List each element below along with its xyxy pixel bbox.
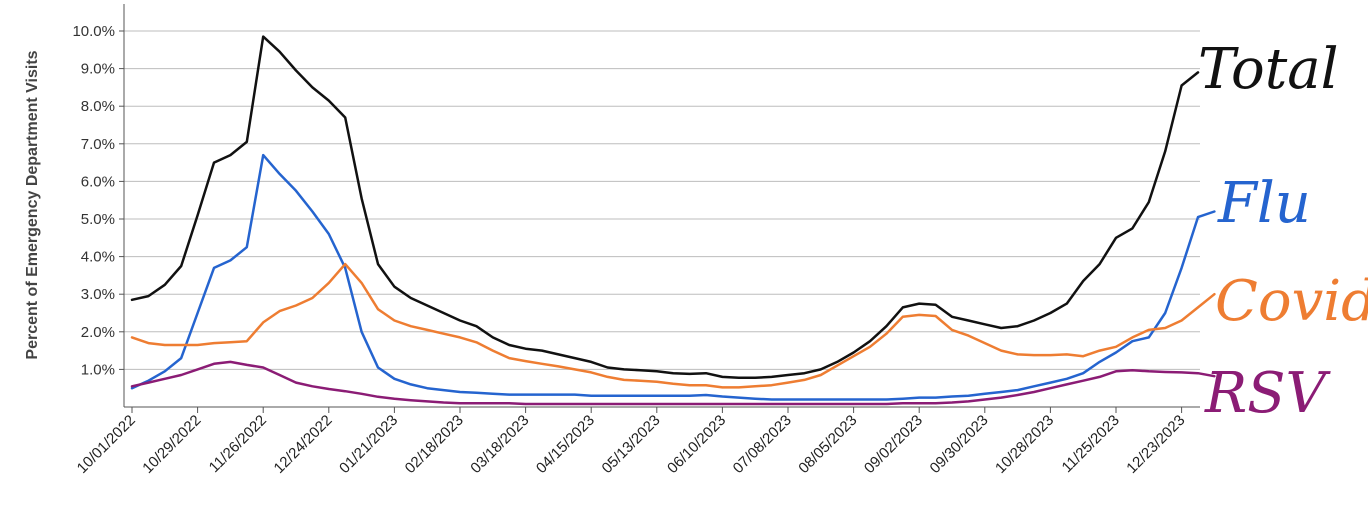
series-line-total [130,35,1200,379]
series-lines [130,35,1216,406]
x-tick-label: 12/23/2023 [1123,412,1188,477]
y-tick-label: 7.0% [81,136,115,153]
y-tick-label: 2.0% [81,324,115,341]
series-line-rsv [130,360,1216,406]
series-label-covid: Covid [1215,269,1368,334]
series-label-total: Total [1198,37,1339,102]
y-tick-label: 9.0% [81,61,115,78]
x-tick-label: 03/18/2023 [467,412,532,477]
x-tick-label: 09/02/2023 [861,412,926,477]
x-tick-label: 10/29/2022 [139,412,204,477]
x-tick-label: 04/15/2023 [533,412,598,477]
series-labels: Total Flu Covid RSV [1198,37,1368,426]
x-tick-label: 06/10/2023 [664,412,729,477]
x-tick-labels: 10/01/2022 10/29/2022 11/26/2022 12/24/2022… [74,407,1188,477]
y-tick-label: 4.0% [81,249,115,266]
x-tick-label: 10/01/2022 [74,412,139,477]
x-tick-label: 10/28/2023 [992,412,1057,477]
series-line-flu [130,153,1216,401]
y-tick-label: 1.0% [81,361,115,378]
y-axis-label: Percent of Emergency Department Visits [24,50,41,359]
series-line-covid [130,262,1216,389]
y-tick-label: 3.0% [81,286,115,303]
y-tick-label: 8.0% [81,98,115,115]
x-tick-label: 02/18/2023 [402,412,467,477]
x-tick-label: 08/05/2023 [795,412,860,477]
x-tick-label: 09/30/2023 [927,412,992,477]
series-label-flu: Flu [1217,171,1311,236]
y-tick-labels: 1.0% 2.0% 3.0% 4.0% 5.0% 6.0% 7.0% 8.0% 9.0% 10.0… [72,23,124,378]
y-tick-label: 6.0% [81,173,115,190]
x-tick-label: 05/13/2023 [599,412,664,477]
x-tick-label: 11/26/2022 [206,412,270,476]
x-tick-label: 12/24/2022 [271,412,336,477]
gridlines [124,30,1200,370]
axes [123,4,1200,408]
x-tick-label: 11/25/2023 [1059,412,1123,476]
x-tick-label: 07/08/2023 [730,412,795,477]
y-tick-label: 5.0% [81,211,115,228]
series-label-rsv: RSV [1204,361,1332,426]
x-tick-label: 01/21/2023 [336,412,401,477]
y-tick-label: 10.0% [72,23,115,40]
